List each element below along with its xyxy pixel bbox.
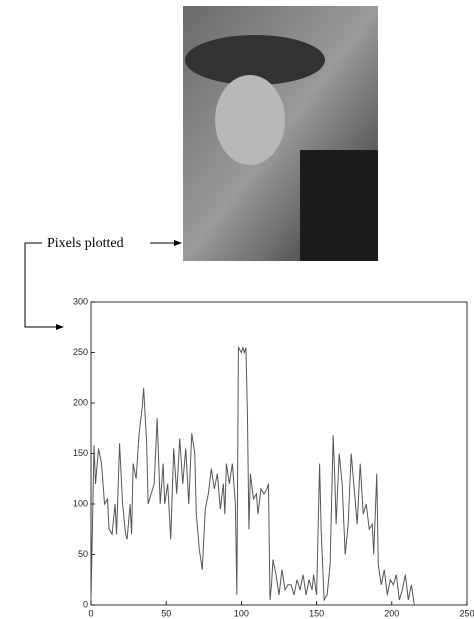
x-tick-label: 50 [161, 608, 171, 618]
x-tick-label: 150 [309, 608, 324, 618]
y-tick-label: 0 [83, 599, 88, 609]
y-tick-label: 100 [73, 498, 88, 508]
y-tick-label: 250 [73, 347, 88, 357]
y-tick-label: 300 [73, 296, 88, 306]
annotation: Pixels plotted [47, 236, 124, 251]
x-tick-label: 0 [88, 608, 93, 618]
x-tick-label: 250 [459, 608, 474, 618]
y-tick-label: 50 [78, 549, 88, 559]
x-tick-label: 100 [234, 608, 249, 618]
arrow [24, 242, 64, 330]
data-line [90, 345, 415, 606]
photo [183, 6, 378, 261]
x-tick-label: 200 [384, 608, 399, 618]
y-tick-label: 200 [73, 397, 88, 407]
y-tick-label: 150 [73, 448, 88, 458]
plot-frame [90, 301, 468, 606]
